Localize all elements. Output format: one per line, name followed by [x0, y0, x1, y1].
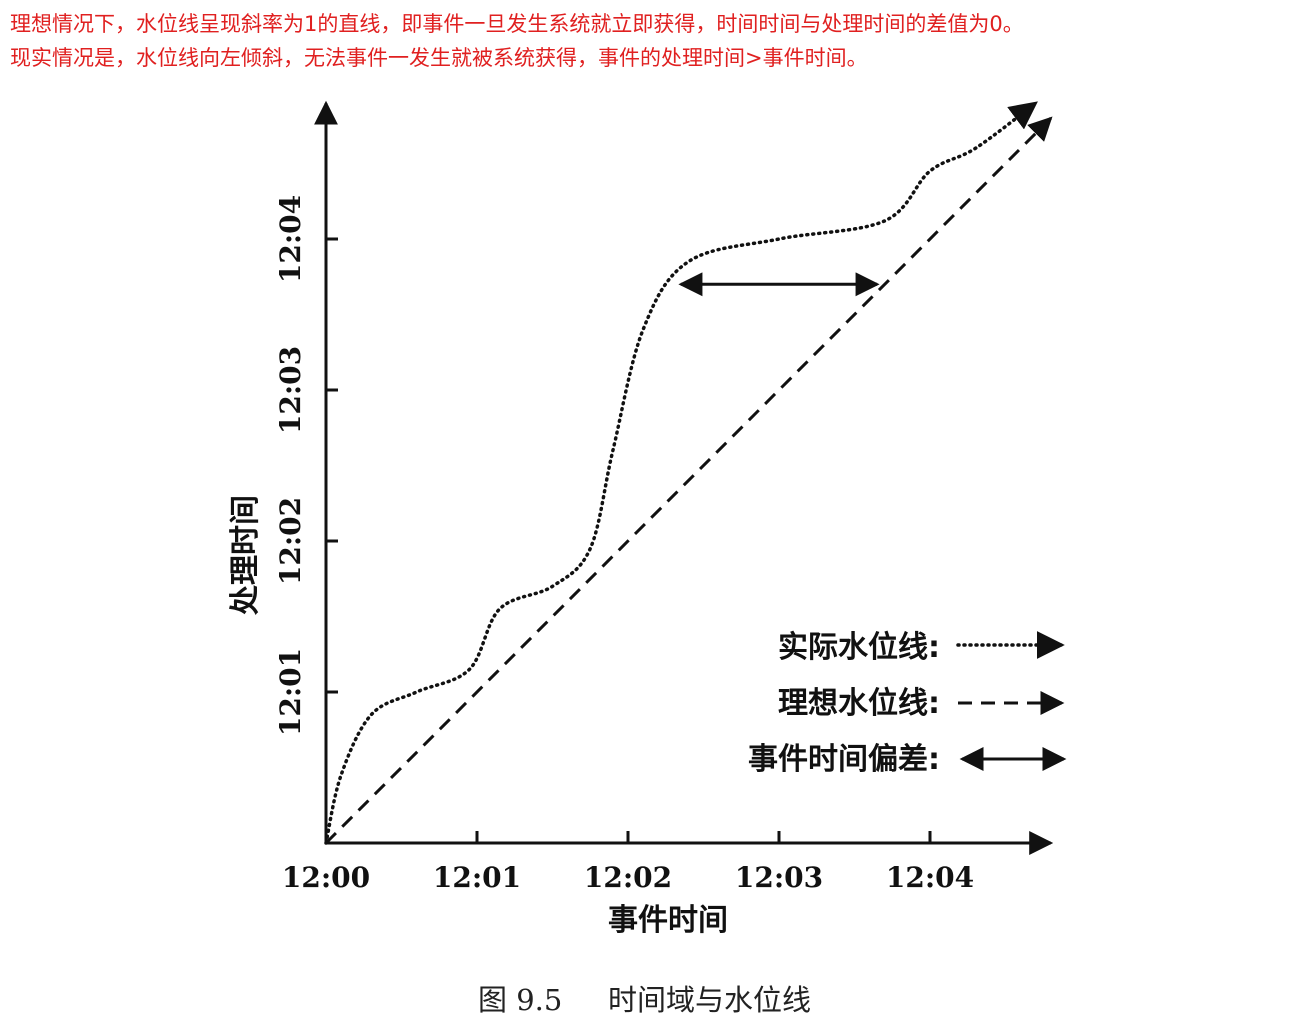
x-tick-label: 12:02: [584, 861, 672, 894]
figure-number: 图 9.5: [478, 983, 562, 1017]
x-tick-label: 12:04: [886, 861, 974, 894]
legend-label-actual: 实际水位线:: [778, 630, 940, 665]
y-tick-label: 12:03: [274, 346, 307, 434]
note-line-2: 现实情况是，水位线向左倾斜，无法事件一发生就被系统获得，事件的处理时间>事件时间…: [10, 46, 868, 70]
y-ticks-group: 12:01 12:02 12:03 12:04: [274, 195, 338, 736]
actual-watermark-line: [324, 101, 1038, 845]
y-axis-title: 处理时间: [228, 495, 263, 616]
y-tick-label: 12:02: [274, 497, 307, 585]
x-tick-label: 12:03: [735, 861, 823, 894]
y-tick-label: 12:04: [274, 195, 307, 283]
ideal-watermark-line: [324, 116, 1053, 845]
x-tick-label: 12:01: [433, 861, 521, 894]
x-ticks-group: 12:00 12:01 12:02 12:03 12:04: [282, 831, 974, 894]
x-axis-title: 事件时间: [608, 903, 728, 938]
x-tick-label: 12:00: [282, 861, 370, 894]
legend-label-skew: 事件时间偏差:: [748, 742, 940, 777]
y-tick-label: 12:01: [274, 648, 307, 736]
note-line-1: 理想情况下，水位线呈现斜率为1的直线，即事件一旦发生系统就立即获得，时间时间与处…: [10, 12, 1024, 36]
legend: 实际水位线: 理想水位线: 事件时间偏差:: [748, 630, 1067, 777]
axes-group: [314, 100, 1054, 855]
legend-label-ideal: 理想水位线:: [778, 686, 940, 721]
figure-title: 时间域与水位线: [608, 983, 811, 1017]
